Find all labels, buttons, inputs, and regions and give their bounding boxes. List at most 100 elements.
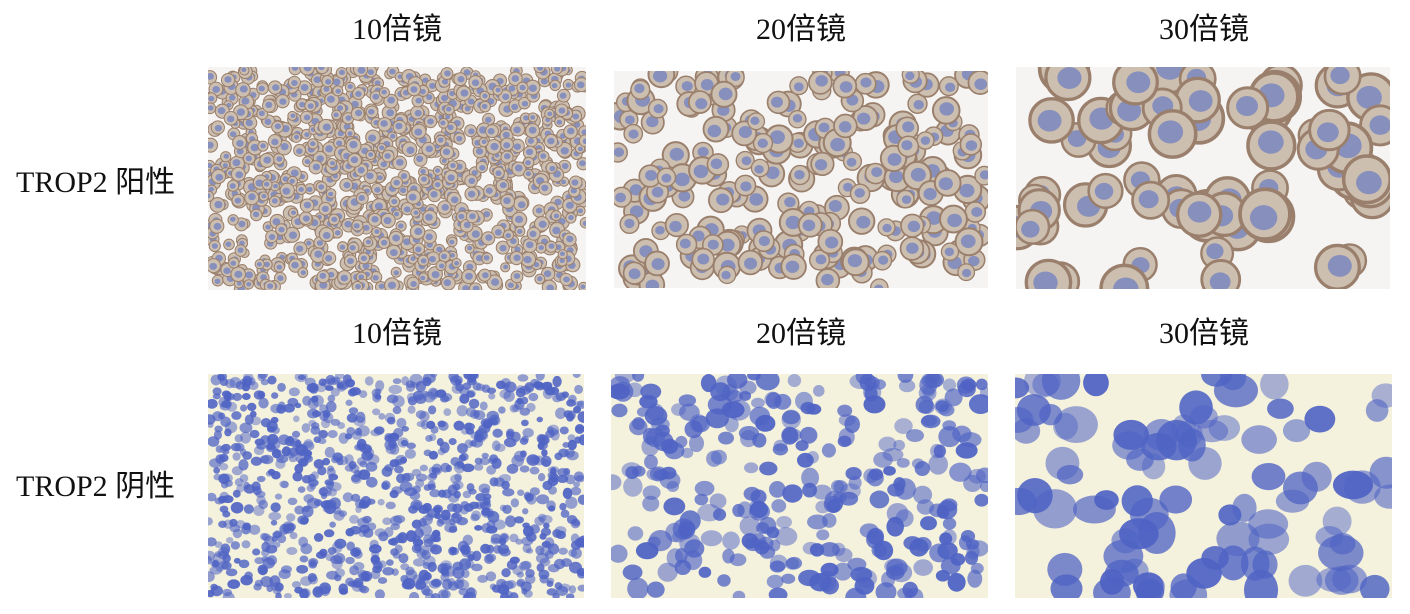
cell: [967, 569, 983, 588]
cell: [928, 453, 948, 475]
cell: [516, 81, 529, 94]
cell: [657, 562, 678, 582]
cell: [346, 413, 358, 423]
cell: [748, 502, 771, 521]
cell: [428, 579, 442, 589]
cell: [558, 176, 570, 187]
cell: [559, 426, 569, 435]
cell: [232, 489, 241, 498]
cell: [500, 193, 516, 209]
cell: [269, 575, 281, 588]
cell: [842, 151, 863, 171]
cell: [370, 569, 381, 580]
cell: [390, 515, 403, 526]
cell: [1045, 446, 1080, 480]
cell: [252, 485, 262, 496]
cell: [495, 178, 510, 193]
cell: [372, 408, 381, 416]
cell: [256, 82, 269, 95]
cell: [479, 432, 489, 440]
cell: [640, 383, 662, 400]
cell: [509, 404, 519, 413]
cell: [416, 420, 426, 428]
cell: [347, 152, 363, 168]
cell: [848, 476, 862, 490]
cell: [426, 508, 440, 518]
cell: [208, 537, 217, 547]
cell: [486, 520, 496, 529]
cell: [675, 233, 698, 256]
cell: [228, 257, 240, 269]
cell: [349, 514, 360, 524]
cell: [363, 169, 378, 184]
negative-30x-micrograph: [1015, 374, 1392, 598]
cell: [381, 480, 391, 490]
cell: [809, 543, 825, 557]
cell: [780, 253, 807, 280]
cell: [789, 164, 811, 186]
cell: [509, 533, 519, 543]
cell: [894, 418, 913, 434]
cell: [270, 416, 279, 424]
cell: [410, 105, 425, 120]
cell: [517, 374, 529, 382]
cell: [535, 545, 545, 556]
cell: [386, 244, 402, 260]
cell: [565, 212, 577, 224]
cell: [1179, 390, 1213, 425]
cell: [855, 569, 878, 588]
cell: [839, 491, 859, 506]
cell: [523, 168, 534, 180]
cell: [771, 499, 787, 513]
cell: [221, 443, 231, 452]
cell: [321, 418, 331, 429]
cell: [428, 543, 438, 553]
cell: [301, 423, 311, 433]
cell: [392, 155, 408, 171]
cell: [623, 476, 643, 497]
cell: [697, 503, 722, 522]
cell: [552, 375, 562, 388]
cell: [330, 418, 341, 426]
cell: [334, 538, 347, 549]
cell: [578, 281, 586, 290]
cell: [440, 509, 451, 521]
cell: [208, 436, 220, 447]
cell: [378, 413, 386, 420]
cell: [323, 529, 335, 538]
cell: [378, 87, 390, 99]
cell: [400, 439, 408, 447]
cell: [612, 381, 634, 402]
cell: [801, 467, 819, 489]
cell: [506, 428, 515, 437]
cell: [1047, 552, 1083, 586]
cell: [565, 474, 576, 485]
cell: [473, 463, 484, 471]
cell: [218, 520, 227, 528]
cell: [386, 394, 399, 404]
cell: [377, 577, 388, 584]
cell: [1028, 97, 1075, 144]
cell: [1188, 446, 1222, 480]
cell: [942, 378, 957, 392]
cell: [243, 279, 254, 290]
cell: [535, 552, 549, 564]
cell: [937, 542, 958, 560]
cell: [766, 574, 784, 589]
cell: [816, 529, 830, 541]
cell: [1318, 534, 1364, 571]
cell: [231, 193, 245, 207]
cell: [223, 238, 235, 251]
negative-20x-micrograph: [611, 374, 988, 598]
cell: [405, 566, 415, 576]
cell: [759, 545, 776, 559]
positive-10x-micrograph: [208, 67, 586, 290]
cell: [517, 489, 525, 496]
cell: [625, 466, 639, 480]
cell: [460, 500, 469, 509]
cell: [706, 153, 730, 176]
cell: [421, 141, 436, 157]
cell: [365, 149, 376, 161]
cell: [384, 412, 396, 423]
cell: [522, 145, 538, 160]
